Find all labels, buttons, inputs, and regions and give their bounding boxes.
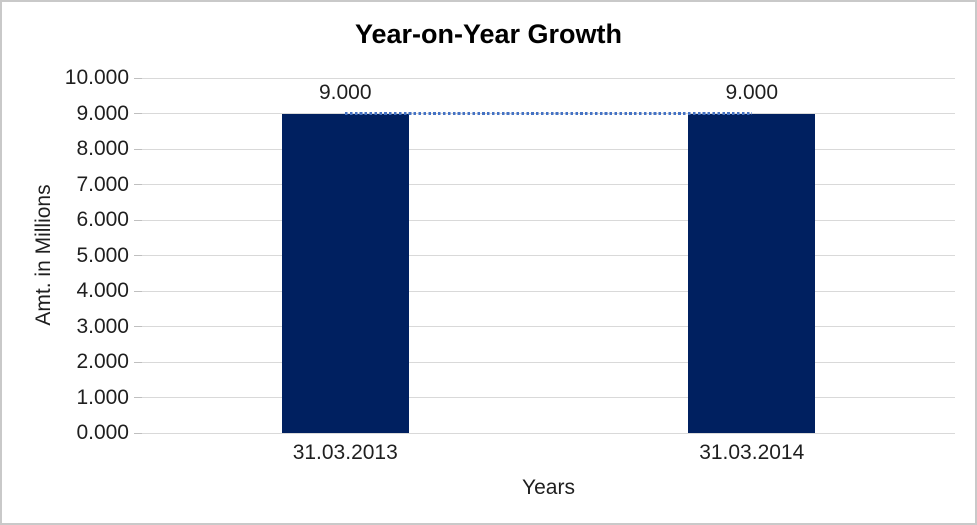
y-tick-label: 8.000 (76, 137, 129, 160)
trendline-dotted (345, 111, 752, 115)
y-axis-tick-mark (134, 148, 142, 150)
gridline (142, 326, 955, 327)
y-tick-label: 2.000 (76, 350, 129, 373)
y-axis-tick-mark (134, 326, 142, 327)
y-axis-tick-mark (134, 397, 142, 398)
gridline (142, 77, 955, 79)
gridline (142, 290, 955, 292)
y-tick-label: 7.000 (76, 172, 129, 196)
gridline (142, 219, 955, 221)
y-tick-label: 3.000 (76, 314, 129, 338)
x-tick-label: 31.03.2013 (292, 441, 398, 464)
gridline (142, 397, 955, 398)
y-axis-tick-mark (134, 290, 142, 292)
y-tick-label: 9.000 (76, 101, 129, 125)
y-tick-label: 0.000 (76, 421, 129, 444)
y-tick-label: 5.000 (76, 243, 129, 267)
y-tick-label: 10.000 (64, 66, 129, 89)
x-axis-title: Years (522, 476, 575, 499)
x-tick-label: 31.03.2014 (699, 441, 805, 464)
bar (688, 113, 816, 433)
gridline (142, 361, 955, 363)
gridline (142, 432, 955, 434)
chart-title: Year-on-Year Growth (354, 19, 623, 49)
gridline (142, 184, 955, 185)
y-tick-label: 1.000 (76, 385, 129, 409)
y-axis-tick-mark (134, 432, 142, 434)
bar-data-label: 9.000 (318, 80, 372, 104)
gridline (142, 148, 955, 150)
y-axis-tick-mark (134, 184, 142, 185)
y-axis-tick-mark (134, 255, 142, 256)
y-axis-tick-mark (134, 361, 142, 363)
bar-data-label: 9.000 (725, 80, 779, 104)
y-tick-label: 4.000 (76, 279, 129, 302)
y-tick-label: 6.000 (76, 208, 129, 231)
gridline (142, 255, 955, 256)
bar (281, 113, 409, 433)
y-axis-tick-mark (134, 113, 142, 114)
y-axis-tick-mark (134, 219, 142, 221)
y-axis-tick-mark (134, 77, 142, 79)
